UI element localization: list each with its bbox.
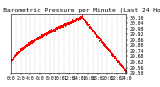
Title: Milwaukee  Barometric Pressure per Minute (Last 24 Hours): Milwaukee Barometric Pressure per Minute… <box>0 8 160 13</box>
